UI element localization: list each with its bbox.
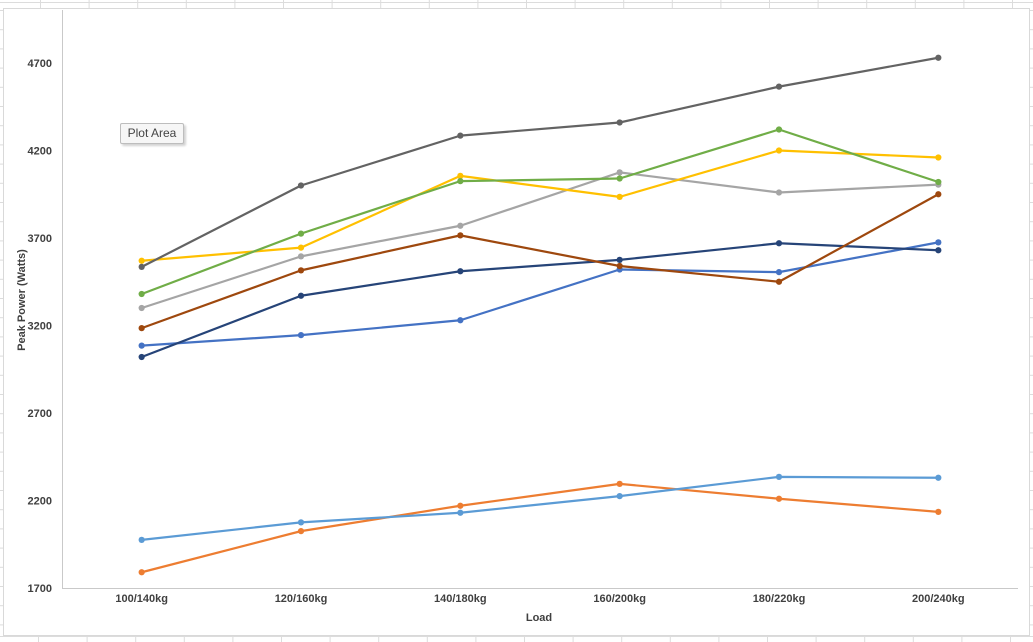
- data-point-marker[interactable]: [297, 528, 305, 535]
- data-point-marker[interactable]: [138, 342, 145, 349]
- data-point-marker[interactable]: [935, 474, 942, 481]
- data-point-marker[interactable]: [775, 473, 783, 480]
- series-line[interactable]: [140, 128, 940, 296]
- data-point-marker[interactable]: [297, 182, 305, 189]
- data-point-marker[interactable]: [935, 54, 942, 61]
- data-point-marker[interactable]: [457, 222, 464, 229]
- series-6[interactable]: [138, 126, 942, 298]
- data-point-marker[interactable]: [297, 267, 305, 274]
- series-5[interactable]: [138, 473, 942, 543]
- data-point-marker[interactable]: [616, 119, 623, 126]
- series-line[interactable]: [140, 193, 940, 330]
- data-point-marker[interactable]: [297, 519, 305, 526]
- data-point-marker[interactable]: [775, 240, 783, 247]
- data-point-marker[interactable]: [616, 175, 623, 182]
- data-point-marker[interactable]: [616, 480, 623, 487]
- y-tick-label: 1700: [28, 583, 52, 595]
- data-point-marker[interactable]: [138, 325, 145, 332]
- series-line[interactable]: [140, 171, 940, 310]
- y-tick-label: 2200: [28, 496, 52, 508]
- data-point-marker[interactable]: [457, 268, 464, 275]
- series-line[interactable]: [140, 475, 940, 541]
- data-point-marker[interactable]: [457, 502, 464, 509]
- data-point-marker[interactable]: [935, 178, 942, 186]
- data-point-marker[interactable]: [616, 193, 623, 200]
- series-8[interactable]: [138, 191, 942, 332]
- data-point-marker[interactable]: [297, 244, 305, 251]
- x-category-label: 140/180kg: [434, 593, 487, 605]
- data-point-marker[interactable]: [457, 232, 464, 239]
- x-category-label: 180/220kg: [753, 593, 806, 605]
- plot-area[interactable]: [62, 10, 1018, 588]
- data-point-marker[interactable]: [138, 263, 145, 270]
- series-line[interactable]: [140, 482, 940, 574]
- x-category-label: 160/200kg: [593, 593, 646, 605]
- series-line[interactable]: [140, 56, 940, 268]
- data-point-marker[interactable]: [616, 256, 623, 263]
- data-point-marker[interactable]: [297, 230, 305, 237]
- series-line[interactable]: [140, 149, 940, 262]
- data-point-marker[interactable]: [457, 178, 464, 185]
- data-point-marker[interactable]: [616, 262, 623, 270]
- x-category-label: 120/160kg: [275, 593, 328, 605]
- series-4[interactable]: [138, 147, 942, 264]
- data-point-marker[interactable]: [935, 247, 942, 254]
- data-point-marker[interactable]: [935, 154, 942, 161]
- data-point-marker[interactable]: [138, 290, 145, 298]
- data-point-marker[interactable]: [297, 332, 305, 339]
- plot-area-tooltip: Plot Area: [120, 123, 184, 144]
- y-tick-label: 2700: [28, 408, 52, 420]
- data-point-marker[interactable]: [775, 83, 783, 90]
- data-point-marker[interactable]: [775, 147, 783, 154]
- data-point-marker[interactable]: [457, 132, 464, 139]
- data-point-marker[interactable]: [138, 353, 145, 361]
- data-point-marker[interactable]: [935, 239, 942, 246]
- data-point-marker[interactable]: [297, 292, 305, 299]
- series-9[interactable]: [138, 54, 942, 270]
- data-point-marker[interactable]: [138, 536, 145, 543]
- data-point-marker[interactable]: [457, 172, 464, 179]
- data-point-marker[interactable]: [775, 189, 783, 196]
- y-tick-label: 3700: [28, 233, 52, 245]
- y-tick-label: 3200: [28, 321, 52, 333]
- series-7[interactable]: [138, 240, 942, 361]
- data-point-marker[interactable]: [935, 191, 942, 198]
- data-point-marker[interactable]: [616, 493, 623, 500]
- y-tick-label: 4700: [28, 58, 52, 70]
- data-point-marker[interactable]: [297, 253, 305, 260]
- data-point-marker[interactable]: [775, 495, 783, 502]
- data-point-marker[interactable]: [775, 126, 783, 133]
- data-point-marker[interactable]: [138, 304, 145, 312]
- x-category-label: 100/140kg: [115, 593, 168, 605]
- y-tick-label: 4200: [28, 146, 52, 158]
- data-point-marker[interactable]: [138, 569, 145, 576]
- data-point-marker[interactable]: [935, 508, 942, 515]
- data-point-marker[interactable]: [616, 169, 623, 176]
- data-point-marker[interactable]: [457, 509, 464, 516]
- data-point-marker[interactable]: [457, 317, 464, 324]
- data-point-marker[interactable]: [138, 257, 145, 264]
- data-point-marker[interactable]: [775, 269, 783, 276]
- series-2[interactable]: [138, 480, 942, 576]
- series-line[interactable]: [140, 242, 940, 359]
- data-point-marker[interactable]: [775, 278, 783, 285]
- x-category-label: 200/240kg: [912, 593, 965, 605]
